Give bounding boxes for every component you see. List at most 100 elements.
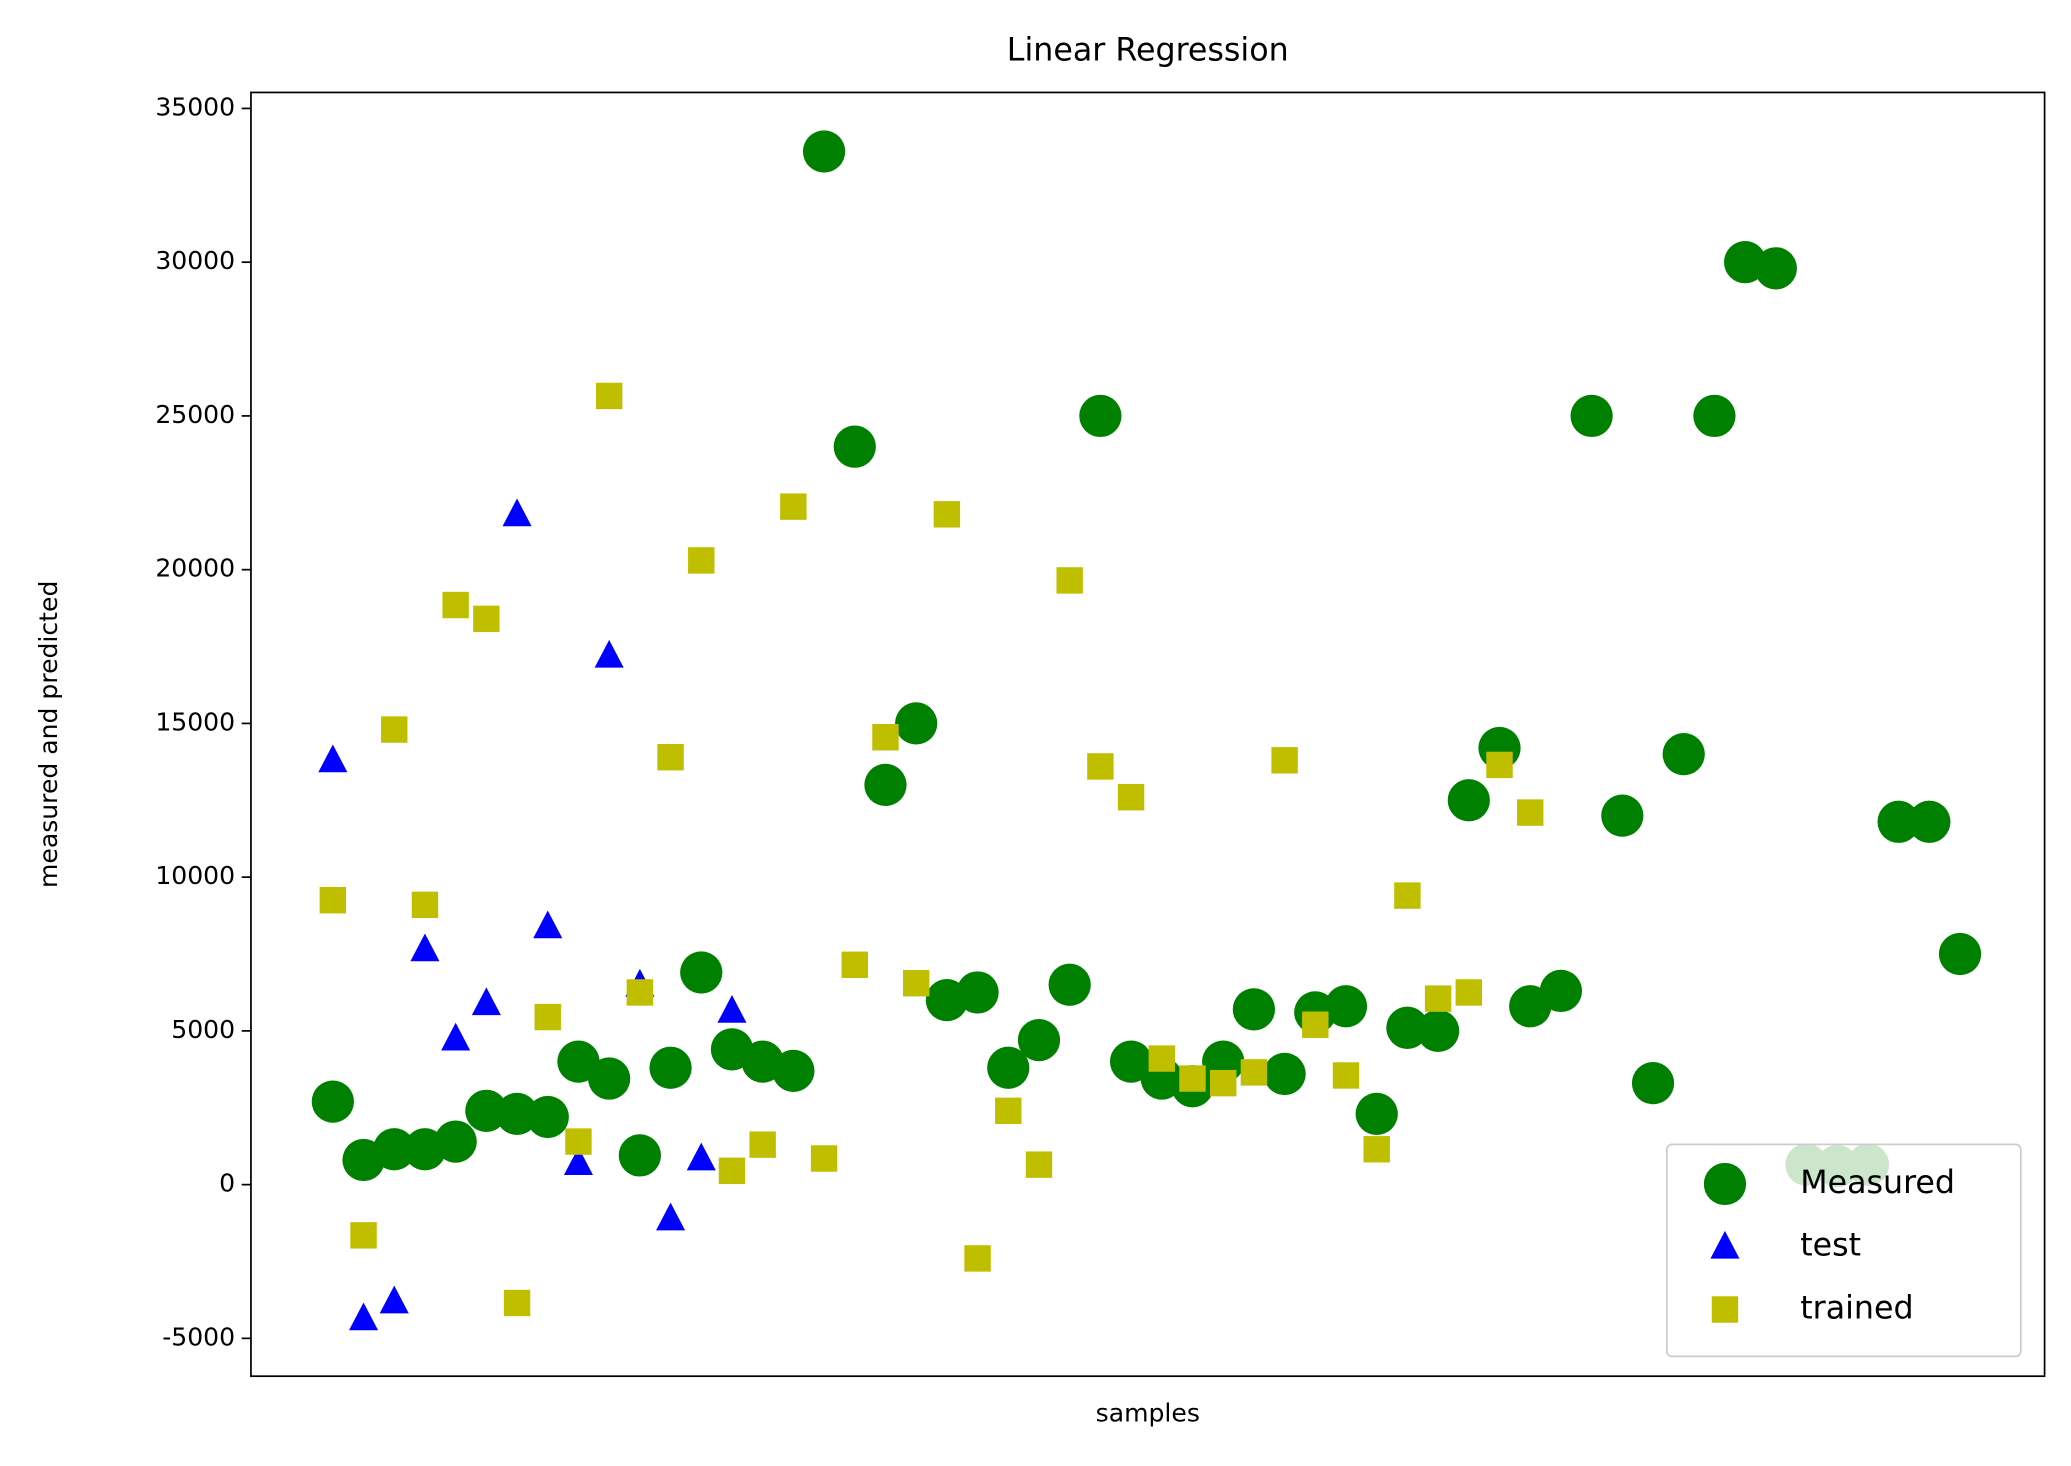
point bbox=[588, 1057, 631, 1100]
point bbox=[1240, 1059, 1268, 1086]
point bbox=[1416, 1009, 1460, 1053]
point bbox=[319, 887, 347, 914]
point bbox=[1754, 247, 1797, 290]
point bbox=[410, 933, 440, 962]
chart-title: Linear Regression bbox=[1007, 33, 1289, 69]
y-tick-label: 25000 bbox=[155, 400, 235, 429]
legend-entry: test bbox=[1710, 1228, 1861, 1264]
point bbox=[933, 501, 961, 528]
point bbox=[1455, 979, 1483, 1006]
point bbox=[503, 1289, 531, 1317]
y-tick-label: 0 bbox=[219, 1169, 235, 1198]
point bbox=[1117, 783, 1145, 811]
point bbox=[471, 987, 501, 1016]
point bbox=[442, 591, 469, 619]
point bbox=[649, 1046, 692, 1089]
point bbox=[373, 1128, 416, 1171]
point bbox=[563, 1147, 593, 1175]
point bbox=[1332, 1062, 1360, 1089]
point bbox=[895, 702, 938, 745]
point bbox=[1087, 753, 1114, 780]
point bbox=[656, 1202, 686, 1231]
y-tick-label: 35000 bbox=[155, 92, 235, 121]
legend-box bbox=[1665, 1143, 2022, 1358]
point bbox=[872, 724, 899, 751]
point bbox=[618, 1134, 661, 1177]
point bbox=[864, 763, 907, 807]
point bbox=[1302, 1011, 1329, 1038]
point bbox=[1908, 800, 1951, 843]
legend-marker bbox=[1711, 1296, 1739, 1323]
point bbox=[349, 1302, 379, 1331]
point bbox=[1877, 800, 1920, 843]
point bbox=[841, 951, 868, 978]
point bbox=[1232, 988, 1276, 1031]
point bbox=[995, 1097, 1022, 1125]
point bbox=[1486, 751, 1513, 779]
point bbox=[1517, 799, 1544, 826]
plot-frame bbox=[250, 91, 2046, 1378]
point bbox=[434, 1120, 477, 1163]
point bbox=[441, 1022, 471, 1051]
point bbox=[381, 716, 408, 743]
point bbox=[657, 744, 684, 771]
point bbox=[987, 1046, 1030, 1089]
point bbox=[526, 1095, 569, 1139]
y-tick-label: 15000 bbox=[155, 707, 235, 736]
point bbox=[565, 1128, 592, 1155]
point bbox=[1263, 1052, 1306, 1096]
point bbox=[1179, 1065, 1206, 1092]
point bbox=[1386, 1006, 1429, 1049]
point bbox=[318, 744, 348, 773]
point bbox=[1017, 1018, 1061, 1062]
point bbox=[502, 498, 532, 527]
legend-entry: trained bbox=[1711, 1290, 1914, 1326]
series bbox=[319, 382, 1544, 1317]
legend-entry: Measured bbox=[1703, 1162, 1955, 1206]
point bbox=[688, 547, 715, 574]
y-tick-label: 5000 bbox=[171, 1015, 235, 1044]
point bbox=[956, 971, 999, 1014]
point bbox=[626, 979, 654, 1006]
point bbox=[1148, 1045, 1175, 1072]
point bbox=[1601, 794, 1644, 837]
point bbox=[311, 1080, 354, 1123]
point bbox=[1056, 567, 1083, 594]
series bbox=[318, 498, 747, 1331]
point bbox=[772, 1049, 815, 1092]
point bbox=[594, 639, 624, 668]
y-axis-label: measured and predicted bbox=[34, 581, 63, 888]
point bbox=[534, 1003, 561, 1031]
legend-label: trained bbox=[1800, 1290, 1913, 1326]
point bbox=[1539, 969, 1583, 1013]
point bbox=[465, 1089, 508, 1132]
point bbox=[1079, 394, 1122, 438]
point bbox=[595, 382, 623, 410]
point bbox=[1025, 1151, 1053, 1178]
point bbox=[1394, 882, 1421, 909]
y-tick-label: 20000 bbox=[155, 554, 235, 583]
point bbox=[1271, 747, 1298, 774]
point bbox=[495, 1092, 539, 1136]
point bbox=[1048, 963, 1091, 1006]
point bbox=[1570, 394, 1613, 438]
legend-marker bbox=[1703, 1162, 1747, 1206]
point bbox=[780, 493, 807, 520]
y-tick-label: -5000 bbox=[162, 1322, 235, 1351]
point bbox=[1355, 1092, 1398, 1136]
point bbox=[1324, 985, 1368, 1028]
point bbox=[833, 425, 876, 468]
point bbox=[411, 891, 439, 919]
point bbox=[717, 995, 747, 1023]
point bbox=[1424, 985, 1452, 1012]
point bbox=[379, 1285, 409, 1314]
point bbox=[1938, 932, 1982, 976]
point bbox=[902, 970, 930, 997]
y-tick-label: 30000 bbox=[155, 246, 235, 275]
point bbox=[964, 1245, 991, 1272]
point bbox=[1662, 733, 1705, 776]
point bbox=[718, 1157, 746, 1184]
point bbox=[1631, 1062, 1675, 1105]
x-axis-label: samples bbox=[1096, 1398, 1200, 1427]
